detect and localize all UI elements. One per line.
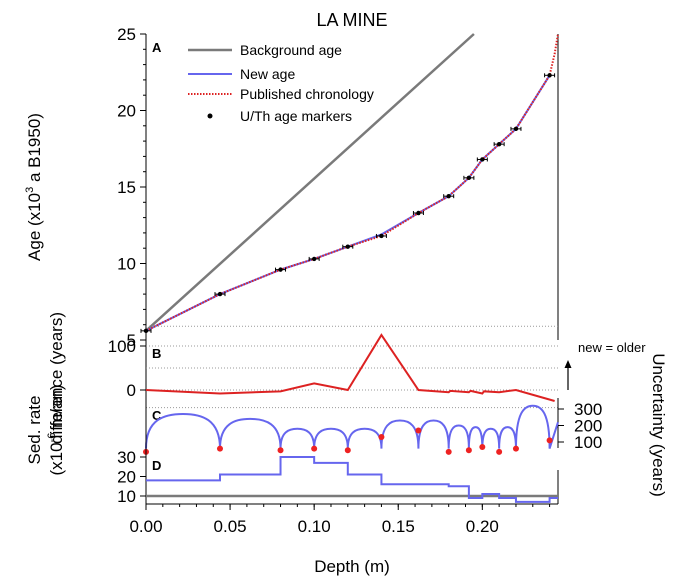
x-tick-label: 0.10 <box>298 517 331 536</box>
u-th-age-marker <box>217 291 223 297</box>
panel-d-y-tick-label: 30 <box>117 448 136 467</box>
panel-a-ylabel-sup: 3 <box>24 187 36 193</box>
panel-d-unit-rest: m/an) <box>47 384 66 432</box>
u-th-age-marker <box>379 233 384 239</box>
annotation-arrow-head <box>564 360 572 368</box>
panel-c-series <box>143 404 559 455</box>
panel-d-y-tick-label: 20 <box>117 468 136 487</box>
series-sed-rate <box>146 456 558 503</box>
u-th-uncertainty-dot <box>465 447 472 454</box>
panel-a-y-axis-label: Age (x103 a B1950) <box>24 113 44 261</box>
panel-a-y-ticks: 5 10 15 20 25 <box>117 25 146 350</box>
x-tick-label: 0.15 <box>382 517 415 536</box>
u-th-age-marker <box>345 244 350 249</box>
panel-b-y-tick-label: 100 <box>108 337 136 356</box>
panel-a-y-tick-label: 10 <box>117 255 136 274</box>
u-th-uncertainty-dot <box>216 445 223 452</box>
legend-label: Background age <box>240 42 342 58</box>
series-published-chronology <box>145 33 559 332</box>
panel-a-y-tick-label: 20 <box>117 102 136 121</box>
panel-c-y-tick-label: 100 <box>574 433 602 452</box>
x-axis-label: Depth (m) <box>314 557 390 576</box>
u-th-uncertainty-dot <box>378 434 385 441</box>
panel-b: B 0 100 new = older <box>108 325 646 409</box>
x-tick-label: 0.00 <box>129 517 162 536</box>
panel-d-y-tick-label: 10 <box>117 487 136 506</box>
panel-c-label: C <box>152 408 162 423</box>
x-tick-label: 0.20 <box>466 517 499 536</box>
panel-a-ylabel-main: Age (x10 <box>25 193 44 261</box>
u-th-uncertainty-dot <box>311 445 318 452</box>
u-th-uncertainty-dot <box>512 445 519 452</box>
panel-a-y-tick-label: 25 <box>117 25 136 44</box>
legend: Background age New age Published chronolog… <box>188 42 374 124</box>
x-tick-label: 0.05 <box>214 517 247 536</box>
panel-a-y-tick-label: 5 <box>127 331 136 350</box>
panel-d-y-axis-unit: (x10-6 m/an) <box>46 384 66 475</box>
panel-b-gridlines <box>146 325 558 409</box>
u-th-uncertainty-dot <box>496 448 503 455</box>
panel-a-ylabel-rest: a B1950) <box>25 113 44 187</box>
u-th-age-marker <box>143 328 149 334</box>
x-axis: 0.00 0.05 0.10 0.15 0.20 Depth (m) <box>129 503 558 576</box>
u-th-age-marker <box>446 193 451 199</box>
panel-b-label: B <box>152 346 161 361</box>
series-uncertainty <box>145 404 559 449</box>
panel-a-label: A <box>152 40 162 55</box>
panel-d-unit-sup: -6 <box>46 433 58 443</box>
u-th-uncertainty-dot <box>479 443 486 450</box>
u-th-uncertainty-dot <box>546 437 553 444</box>
u-th-uncertainty-dot <box>415 427 422 434</box>
panel-d-series <box>146 456 558 503</box>
panel-b-y-ticks: 0 100 <box>108 337 146 400</box>
u-th-age-marker <box>513 126 519 132</box>
u-th-uncertainty-dot <box>277 447 284 454</box>
panel-a-y-tick-label: 15 <box>117 178 136 197</box>
panel-d-label: D <box>152 458 161 473</box>
panel-d-unit-main: (x10 <box>47 442 66 475</box>
u-th-age-marker <box>311 256 317 262</box>
legend-label: New age <box>240 66 295 82</box>
panel-a: A 5 10 15 20 25 Age (x103 a B1950) Backgroun… <box>24 25 559 350</box>
series-background-age <box>145 33 475 332</box>
legend-label: Published chronology <box>240 86 374 102</box>
panel-b-y-tick-label: 0 <box>127 381 136 400</box>
u-th-age-marker <box>416 210 421 216</box>
panel-c-y-tick-label: 200 <box>574 417 602 436</box>
panel-a-series <box>140 33 559 334</box>
x-axis-ticks: 0.00 0.05 0.10 0.15 0.20 <box>129 504 551 536</box>
panel-d-y-axis-label: Sed. rate <box>25 396 44 465</box>
u-th-age-marker <box>496 141 502 147</box>
u-th-uncertainty-dot <box>445 448 452 455</box>
legend-label: U/Th age markers <box>240 108 352 124</box>
u-th-age-marker <box>466 175 472 181</box>
panel-b-series <box>145 333 555 402</box>
u-th-age-marker <box>278 267 283 272</box>
chart-title: LA MINE <box>316 10 387 30</box>
panel-c-y-axis-label: Uncertainty (years) <box>649 353 668 497</box>
panel-b-y-axis-label: difference (years) <box>47 312 66 444</box>
legend-swatch-u-th-markers <box>207 113 213 119</box>
u-th-age-marker <box>547 73 552 78</box>
annotation-new-older: new = older <box>578 340 646 355</box>
u-th-age-marker <box>480 157 485 162</box>
panel-c-y-tick-label: 300 <box>574 400 602 419</box>
u-th-uncertainty-dot <box>344 447 351 454</box>
series-age-difference <box>145 333 555 402</box>
